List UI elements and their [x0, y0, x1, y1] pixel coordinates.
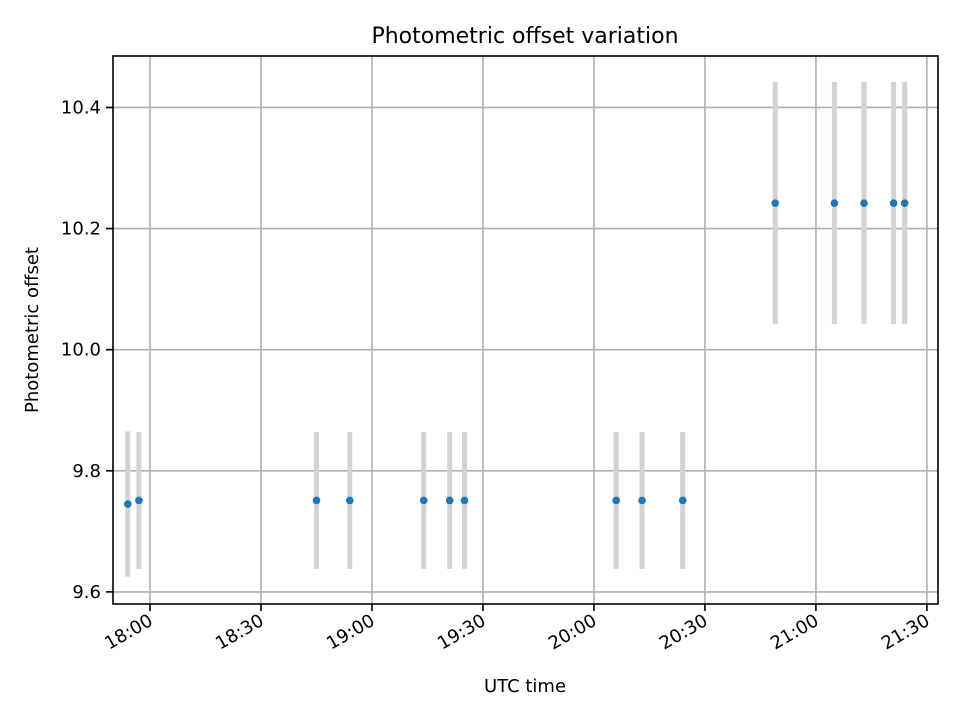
- data-point: [889, 199, 898, 207]
- data-point: [638, 496, 646, 505]
- chart-title: Photometric offset variation: [371, 24, 678, 49]
- data-point: [612, 496, 620, 505]
- x-axis-label: UTC time: [484, 676, 566, 697]
- point-layer: [123, 199, 909, 508]
- data-point: [419, 496, 428, 505]
- x-tick-label: 18:00: [101, 610, 156, 654]
- x-tick-label: 21:30: [878, 610, 933, 654]
- y-tick-label: 10.2: [61, 219, 101, 240]
- x-tick-label: 20:00: [545, 610, 600, 654]
- data-point: [445, 496, 454, 505]
- data-point: [312, 496, 321, 505]
- data-point: [900, 199, 909, 207]
- data-point: [460, 496, 469, 505]
- x-tick-label: 21:00: [767, 610, 822, 654]
- errorbar-layer: [125, 82, 908, 577]
- data-point: [678, 496, 687, 505]
- data-point: [345, 496, 354, 505]
- x-tick-label: 19:30: [434, 610, 489, 654]
- grid-layer: [113, 56, 938, 604]
- data-point: [771, 199, 780, 207]
- y-axis-ticks: 9.6 9.8 10.0 10.2 10.4: [61, 97, 113, 603]
- y-tick-label: 9.8: [72, 461, 101, 482]
- data-point: [135, 496, 143, 505]
- y-tick-label: 10.4: [61, 97, 101, 118]
- x-tick-label: 18:30: [212, 610, 267, 654]
- data-point: [123, 500, 132, 508]
- x-axis-ticks: 18:00 18:30 19:00 19:30 20:00 20:30 21:00 21:30: [101, 604, 933, 654]
- data-point: [830, 199, 839, 207]
- data-point: [860, 199, 868, 207]
- x-tick-label: 20:30: [656, 610, 711, 654]
- x-tick-label: 19:00: [323, 610, 378, 654]
- plot-frame: [112, 55, 939, 605]
- y-tick-label: 10.0: [61, 340, 101, 361]
- y-tick-label: 9.6: [72, 582, 101, 603]
- y-axis-label: Photometric offset: [22, 247, 43, 413]
